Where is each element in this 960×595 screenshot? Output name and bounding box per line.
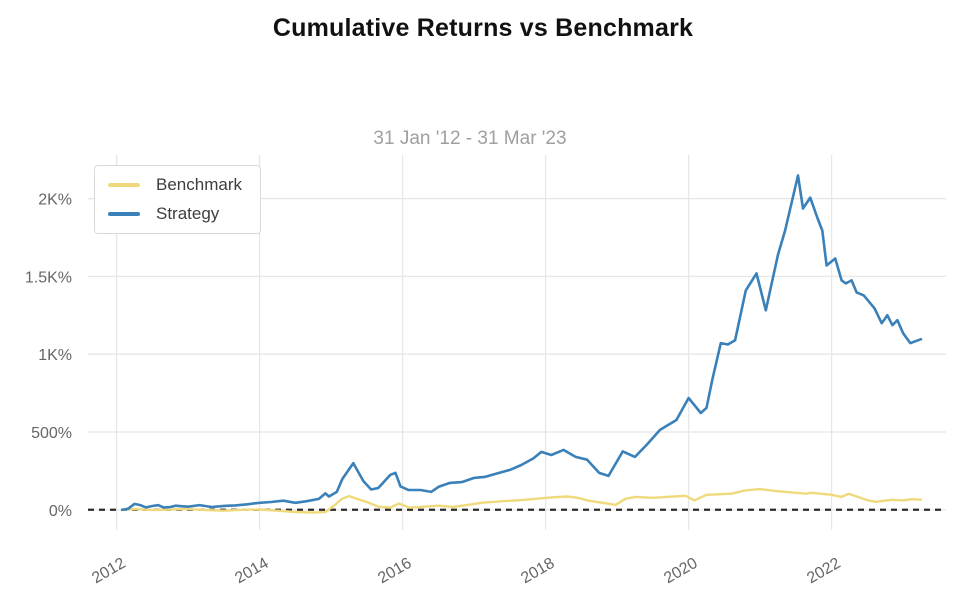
y-tick-label: 2K%: [38, 192, 72, 209]
chart-title: Cumulative Returns vs Benchmark: [272, 14, 694, 42]
x-tick-label: 2018: [518, 555, 557, 588]
x-tick-label: 2020: [661, 555, 700, 588]
x-tick-label: 2014: [232, 555, 271, 588]
x-tick-label: 2016: [375, 555, 414, 588]
legend-label-benchmark: Benchmark: [156, 175, 242, 194]
y-tick-label: 1.5K%: [25, 269, 72, 286]
x-tick-label: 2022: [804, 555, 843, 588]
y-tick-label: 500%: [31, 425, 72, 442]
benchmark-line-swatch: [108, 183, 140, 187]
legend-label-strategy: Strategy: [156, 204, 220, 223]
chart-subtitle: 31 Jan '12 - 31 Mar '23: [373, 128, 567, 149]
x-tick-label: 2012: [89, 555, 128, 588]
legend: Benchmark Strategy: [94, 165, 261, 234]
strategy-line-swatch: [108, 212, 140, 216]
y-tick-label: 0%: [49, 503, 72, 520]
series-line-strategy: [121, 174, 923, 512]
legend-item-strategy[interactable]: Strategy: [108, 204, 242, 224]
legend-item-benchmark[interactable]: Benchmark: [108, 175, 242, 195]
y-tick-label: 1K%: [38, 347, 72, 364]
series-line-benchmark: [121, 487, 923, 514]
